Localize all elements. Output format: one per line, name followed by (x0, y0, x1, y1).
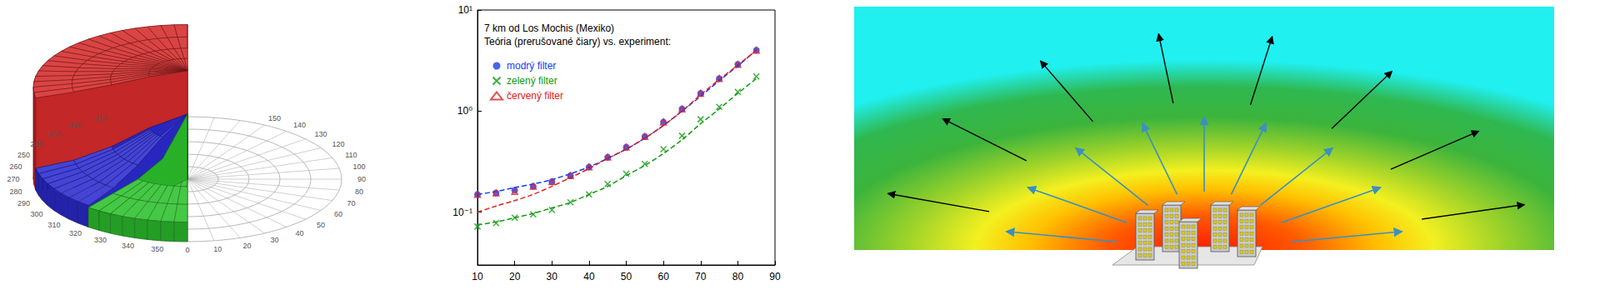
svg-text:10: 10 (471, 270, 484, 283)
svg-text:10¹: 10¹ (458, 4, 473, 16)
svg-text:70: 70 (695, 270, 707, 283)
svg-text:50: 50 (620, 270, 633, 283)
svg-text:modrý filter: modrý filter (506, 60, 556, 72)
svg-text:90: 90 (769, 270, 781, 283)
svg-text:50: 50 (316, 220, 325, 230)
svg-text:350: 350 (150, 245, 164, 254)
svg-text:240: 240 (30, 140, 43, 149)
svg-text:310: 310 (47, 220, 60, 230)
svg-text:120: 120 (331, 140, 345, 149)
svg-text:260: 260 (10, 162, 23, 171)
svg-text:270: 270 (6, 175, 20, 184)
svg-text:40: 40 (295, 229, 304, 238)
svg-text:340: 340 (121, 241, 135, 250)
svg-text:220: 220 (69, 120, 82, 130)
svg-text:20: 20 (242, 241, 251, 250)
svg-text:10: 10 (213, 245, 222, 254)
svg-text:330: 330 (94, 235, 107, 245)
svg-text:300: 300 (30, 210, 43, 219)
svg-text:70: 70 (346, 199, 355, 208)
svg-text:60: 60 (657, 270, 670, 283)
svg-text:130: 130 (315, 130, 328, 139)
svg-text:140: 140 (293, 120, 306, 130)
svg-text:červený filter: červený filter (506, 90, 564, 102)
svg-text:40: 40 (583, 270, 595, 283)
svg-text:10⁻¹: 10⁻¹ (452, 206, 473, 219)
svg-text:90: 90 (357, 175, 366, 184)
svg-text:100: 100 (352, 162, 365, 171)
svg-text:7 km od Los Mochis (Mexiko): 7 km od Los Mochis (Mexiko) (484, 22, 615, 35)
svg-text:10⁰: 10⁰ (457, 105, 473, 117)
svg-text:60: 60 (334, 210, 343, 219)
svg-text:80: 80 (732, 270, 745, 283)
svg-text:0: 0 (185, 245, 190, 255)
svg-text:250: 250 (17, 150, 30, 160)
svg-text:150: 150 (268, 114, 281, 123)
svg-text:110: 110 (345, 150, 357, 160)
svg-text:20: 20 (509, 270, 521, 283)
svg-text:210: 210 (94, 114, 107, 123)
svg-text:30: 30 (270, 235, 279, 245)
svg-text:280: 280 (10, 187, 23, 196)
svg-text:80: 80 (355, 187, 364, 196)
svg-text:zelený filter: zelený filter (506, 75, 558, 87)
svg-text:290: 290 (17, 199, 30, 208)
svg-text:230: 230 (47, 130, 60, 139)
svg-text:320: 320 (69, 229, 82, 238)
svg-text:30: 30 (546, 270, 559, 283)
svg-text:Teória (prerušované čiary) vs.: Teória (prerušované čiary) vs. experimen… (484, 35, 671, 48)
